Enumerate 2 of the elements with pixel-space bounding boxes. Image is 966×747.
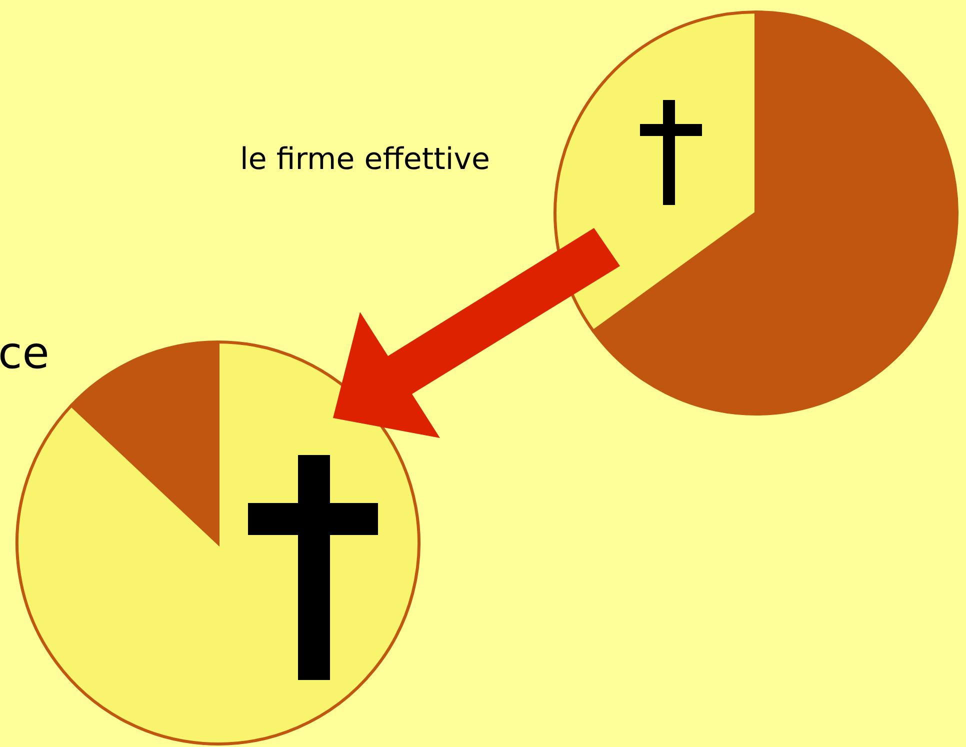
text: ce bbox=[0, 328, 50, 379]
text: le firme effettive bbox=[240, 142, 490, 177]
